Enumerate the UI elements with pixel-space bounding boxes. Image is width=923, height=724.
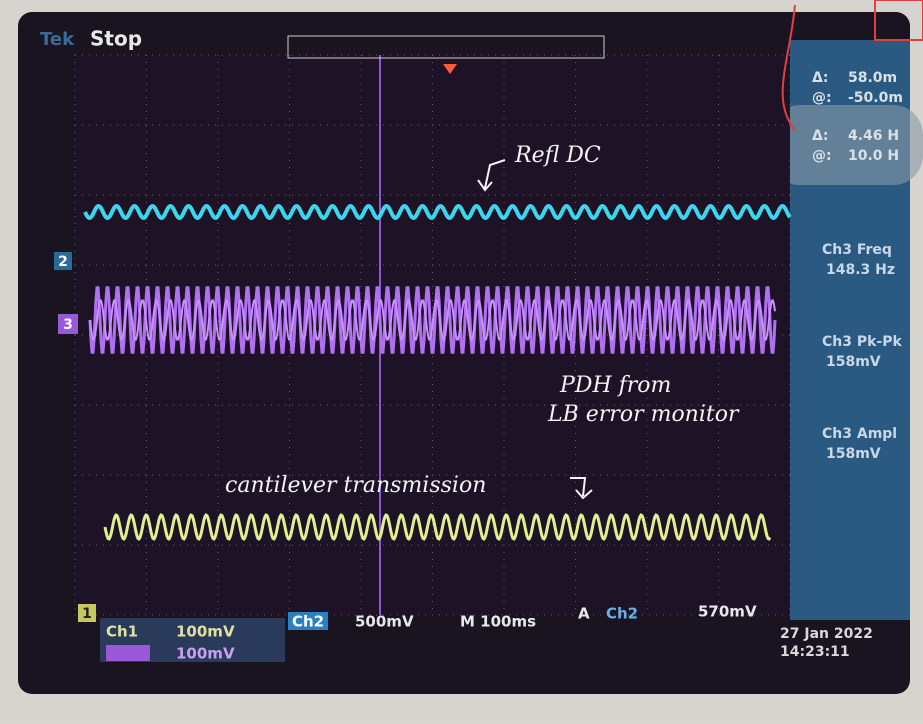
waveform bbox=[89, 299, 776, 341]
cursor-value: 10.0 H bbox=[848, 148, 899, 164]
ch-marker: 3 bbox=[63, 317, 73, 333]
annotation: Refl DC bbox=[514, 143, 601, 168]
waveform bbox=[83, 204, 792, 220]
arrow bbox=[477, 159, 506, 192]
measurement-value: 158mV bbox=[826, 354, 881, 370]
annotation: PDH from bbox=[559, 373, 671, 398]
date: 27 Jan 2022 bbox=[780, 626, 873, 642]
glare bbox=[770, 105, 923, 185]
cursor-value: 58.0m bbox=[848, 70, 897, 86]
trigger-source: Ch2 bbox=[606, 605, 638, 623]
trigger-pos bbox=[443, 64, 457, 74]
cursor-readouts: Δ: 58.0m @: -50.0m Δ: 4.46 H @: 10.0 H bbox=[812, 70, 903, 164]
marker-box bbox=[78, 604, 96, 622]
waveforms bbox=[83, 204, 792, 541]
cursor-value: -50.0m bbox=[848, 90, 903, 106]
annotation: LB error monitor bbox=[547, 402, 740, 427]
time: 14:23:11 bbox=[780, 644, 850, 660]
measurement-label: Ch3 Pk-Pk bbox=[822, 334, 902, 350]
measurement-label: Ch3 Freq bbox=[822, 242, 892, 258]
cursor-label: @: bbox=[812, 148, 832, 164]
trigger-level: 570mV bbox=[698, 603, 757, 621]
brand: Tek bbox=[40, 29, 75, 50]
pen-mark bbox=[781, 4, 796, 131]
status: Stop bbox=[90, 27, 142, 51]
marker-box bbox=[58, 314, 78, 334]
annotation: cantilever transmission bbox=[225, 473, 486, 498]
ch2-label: Ch2 bbox=[292, 613, 324, 631]
cursor-label: @: bbox=[812, 90, 832, 106]
ch1-label: Ch1 bbox=[106, 623, 138, 641]
cursor-label: Δ: bbox=[812, 70, 828, 86]
ch3-badge bbox=[106, 645, 150, 661]
waveform bbox=[103, 513, 772, 541]
ch-marker: 1 bbox=[82, 606, 92, 622]
trigger: A bbox=[578, 605, 590, 623]
measurement-label: Ch3 Ampl bbox=[822, 426, 897, 442]
ch2-scale: 500mV bbox=[355, 613, 414, 631]
ch3-scale: 100mV bbox=[176, 645, 235, 663]
ch1-scale: 100mV bbox=[176, 623, 235, 641]
pen-box bbox=[874, 0, 923, 41]
measurement-value: 148.3 Hz bbox=[826, 262, 895, 278]
cursor-label: Δ: bbox=[812, 128, 828, 144]
arrow bbox=[570, 477, 593, 500]
marker-box bbox=[54, 252, 72, 270]
measurement-value: 158mV bbox=[826, 446, 881, 462]
record-bar bbox=[287, 35, 605, 59]
cursor-value: 4.46 H bbox=[848, 128, 899, 144]
ch-marker: 2 bbox=[58, 254, 68, 270]
ch2-badge bbox=[288, 612, 328, 630]
timebase: M 100ms bbox=[460, 613, 536, 631]
measurements: Ch3 Freq 148.3 Hz Ch3 Pk-Pk 158mV Ch3 Ampl 15… bbox=[822, 242, 902, 462]
